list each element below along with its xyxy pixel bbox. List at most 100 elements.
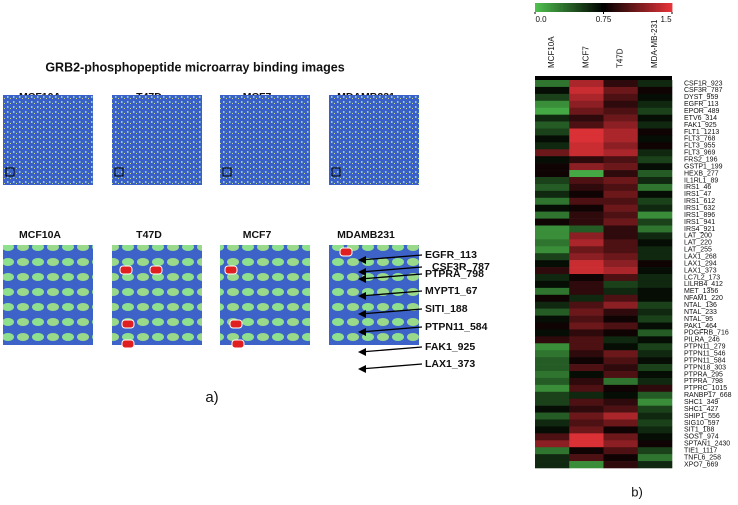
heatmap-cell (637, 322, 673, 330)
colorbar-step (560, 3, 563, 12)
heatmap-cell (603, 170, 639, 178)
heatmap-cell (603, 86, 639, 95)
heatmap-cell (535, 156, 570, 164)
column-label: T47D (616, 48, 625, 68)
colorbar-step (550, 3, 554, 12)
heatmap-cell (603, 232, 639, 240)
heatmap-cell (637, 232, 673, 240)
arrow (359, 290, 423, 297)
heatmap-cell (535, 260, 570, 268)
colorbar-step (653, 3, 657, 12)
heatmap-cell (637, 156, 673, 164)
heatmap-cell (603, 142, 639, 150)
colorbar-step (617, 3, 620, 12)
heatmap-cell (637, 412, 673, 420)
colorbar-step (535, 3, 538, 12)
spot (119, 265, 133, 275)
image-label: MCF7 (243, 229, 272, 241)
heatmap-cell (637, 294, 673, 303)
heatmap-cell (535, 329, 570, 337)
heatmap-cell (569, 301, 604, 309)
heatmap-cell (603, 135, 639, 143)
spot (231, 339, 245, 349)
array-image (329, 95, 419, 185)
heatmap-cell (535, 253, 570, 261)
arrow (359, 363, 423, 370)
heatmap-cell (603, 315, 639, 323)
arrow-head (358, 256, 366, 264)
row-label: DYST_959 (684, 94, 718, 101)
colorbar-tick-label: 0.75 (596, 15, 612, 24)
heatmap-cell (569, 253, 604, 261)
heatmap-cell (569, 225, 604, 233)
heatmap-cell (569, 156, 604, 164)
heatmap-cell (603, 294, 639, 303)
row-label: SIT1_188 (684, 427, 714, 434)
heatmap-cell (535, 211, 570, 219)
row-label: IRS4_921 (684, 226, 715, 233)
row-label: HEXB_277 (684, 170, 719, 177)
heatmap-cell (569, 343, 604, 351)
row-label: LC7L2_173 (684, 274, 720, 281)
colorbar-step (619, 3, 623, 12)
heatmap-cell (637, 391, 673, 400)
arrow-head (358, 328, 366, 336)
heatmap-cell (569, 135, 604, 143)
heatmap-cell (637, 357, 673, 365)
heatmap-cell (535, 204, 570, 212)
heatmap-cell (637, 329, 673, 337)
heatmap-cell (535, 274, 570, 282)
heatmap-cell (569, 329, 604, 337)
heatmap-cell (535, 343, 570, 351)
heatmap-cell (569, 218, 604, 226)
row-label: SHIP1_556 (684, 413, 720, 420)
heatmap-cell (569, 440, 604, 448)
spot (224, 265, 238, 275)
row-label: SHC1_427 (684, 406, 718, 413)
heatmap-cell (569, 280, 604, 289)
heatmap-cell (637, 447, 673, 455)
heatmap-cell (637, 350, 673, 358)
heatmap-cell (603, 80, 639, 88)
heatmap-cell (535, 183, 570, 192)
colorbar-step (614, 3, 618, 12)
image-label: MDAMB231 (337, 229, 395, 241)
colorbar-step (605, 3, 609, 12)
arrow-head (358, 310, 366, 318)
row-label: PAK1_464 (684, 323, 717, 330)
heatmap-cell (637, 405, 673, 413)
colorbar-step (541, 3, 545, 12)
arrow (359, 254, 423, 261)
image-label: MCF10A (19, 229, 61, 241)
heatmap-cell (637, 419, 673, 427)
heatmap-cell (603, 121, 639, 129)
heatmap-cell (569, 86, 604, 95)
row-label: XPO7_669 (684, 461, 718, 468)
colorbar-step (598, 3, 602, 12)
colorbar-step (537, 3, 540, 12)
heatmap-cell (535, 364, 570, 372)
heatmap-cell (603, 163, 639, 171)
row-label: NTAL_95 (684, 316, 713, 323)
zoom-image (112, 245, 202, 345)
heatmap-cell (603, 433, 639, 441)
arrow-head (358, 365, 366, 373)
heatmap-cell (535, 107, 570, 115)
heatmap-cell (603, 447, 639, 455)
row-label: IRS1_941 (684, 219, 715, 226)
heatmap-cell (637, 204, 673, 212)
colorbar-step (624, 3, 627, 12)
row-label: FAK1_925 (684, 122, 717, 129)
heatmap-cell (535, 197, 570, 206)
heatmap-cell (637, 253, 673, 261)
zoom-image (220, 245, 310, 345)
heatmap-cell (637, 454, 673, 462)
row-label: PTPRA_295 (684, 371, 723, 378)
arrow (359, 346, 423, 353)
heatmap-cell (603, 391, 639, 400)
heatmap-cell (535, 454, 570, 462)
row-label: PTPN11_279 (684, 344, 726, 351)
row-label: CSF3R_787 (684, 87, 723, 94)
heatmap-cell (569, 197, 604, 206)
heatmap-cell (603, 246, 639, 254)
